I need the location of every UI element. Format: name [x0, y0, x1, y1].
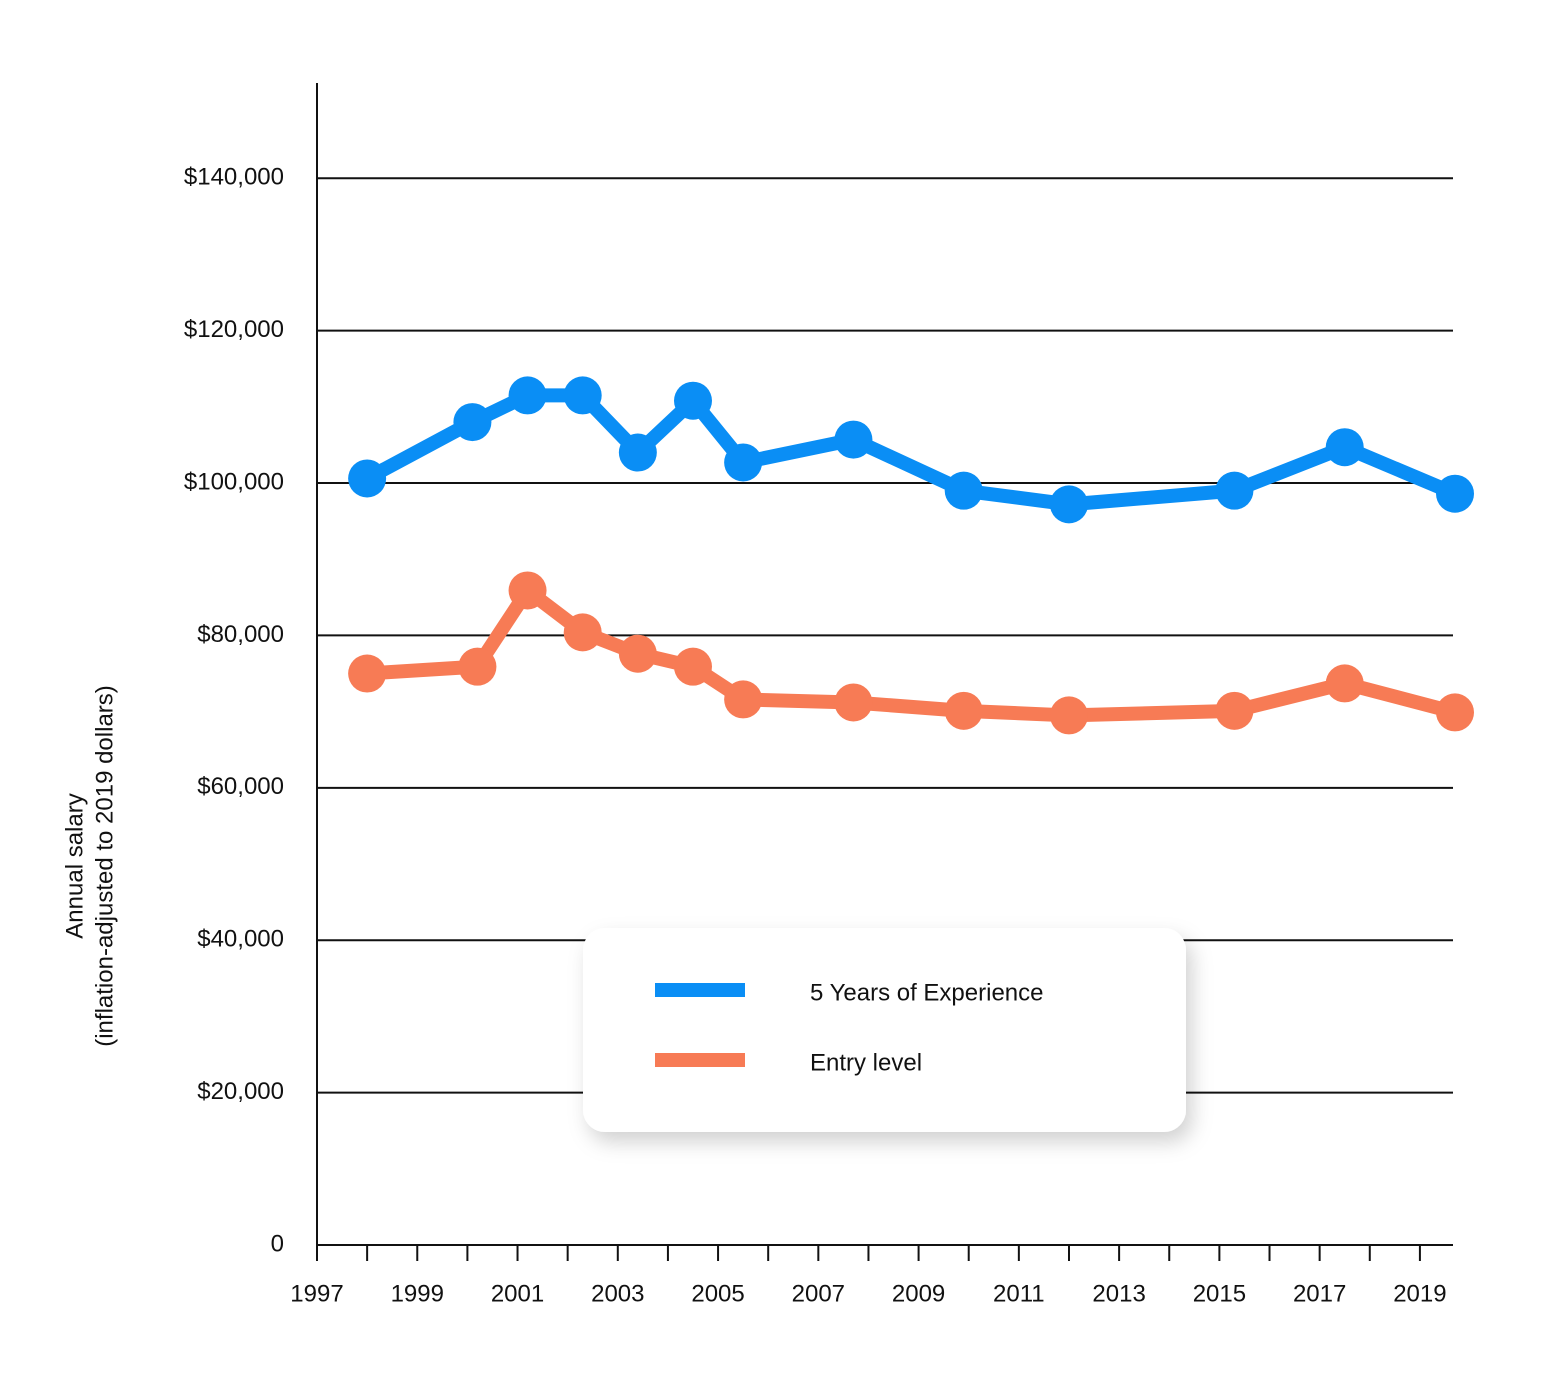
point — [508, 376, 547, 415]
legend-swatch — [655, 1053, 745, 1067]
x-tick-label: 2017 — [1293, 1280, 1346, 1307]
point — [1215, 691, 1254, 730]
point — [834, 683, 873, 722]
y-tick-label: $60,000 — [197, 773, 284, 800]
y-axis-title-line: (inflation-adjusted to 2019 dollars) — [91, 685, 118, 1047]
point — [944, 471, 983, 510]
point — [453, 403, 492, 442]
point — [618, 433, 657, 472]
point — [673, 647, 712, 686]
legend-label: Entry level — [810, 1049, 922, 1076]
y-tick-label: 0 — [271, 1230, 284, 1257]
point — [1215, 471, 1254, 510]
y-tick-label: $120,000 — [184, 316, 284, 343]
point — [1325, 428, 1364, 467]
x-tick-label: 2011 — [993, 1280, 1045, 1307]
x-tick-label: 2001 — [491, 1280, 544, 1307]
x-tick-label: 2007 — [792, 1280, 845, 1307]
legend-swatch — [655, 983, 745, 997]
x-tick-label: 2003 — [591, 1280, 644, 1307]
y-axis-title-line: Annual salary — [61, 793, 88, 938]
x-tick-label: 2013 — [1092, 1280, 1145, 1307]
x-tick-label: 2015 — [1193, 1280, 1246, 1307]
y-tick-label: $80,000 — [197, 621, 284, 648]
x-tick-label: 2019 — [1393, 1280, 1446, 1307]
point — [944, 691, 983, 730]
legend: 5 Years of Experience Entry level — [583, 928, 1186, 1132]
x-tick-label: 1997 — [290, 1280, 343, 1307]
point — [508, 571, 547, 610]
point — [724, 680, 763, 719]
y-tick-label: $40,000 — [197, 926, 284, 953]
point — [1049, 696, 1088, 735]
point — [1049, 485, 1088, 524]
point — [1436, 474, 1475, 513]
point — [563, 613, 602, 652]
point — [1325, 664, 1364, 703]
point — [618, 634, 657, 673]
point — [348, 654, 387, 693]
y-tick-label: $100,000 — [184, 468, 284, 495]
x-tick-label: 2009 — [892, 1280, 945, 1307]
x-tick-label: 2005 — [691, 1280, 744, 1307]
x-tick-label: 1999 — [391, 1280, 444, 1307]
y-axis-title: Annual salary (inflation-adjusted to 201… — [61, 685, 118, 1047]
point — [348, 459, 387, 498]
point — [673, 381, 712, 420]
legend-label: 5 Years of Experience — [810, 979, 1044, 1006]
point — [724, 443, 763, 482]
y-tick-label: $140,000 — [184, 164, 284, 191]
y-tick-label: $20,000 — [197, 1078, 284, 1105]
point — [458, 647, 497, 686]
legend-box — [583, 928, 1186, 1132]
point — [563, 376, 602, 415]
point — [1436, 693, 1475, 732]
point — [834, 420, 873, 459]
